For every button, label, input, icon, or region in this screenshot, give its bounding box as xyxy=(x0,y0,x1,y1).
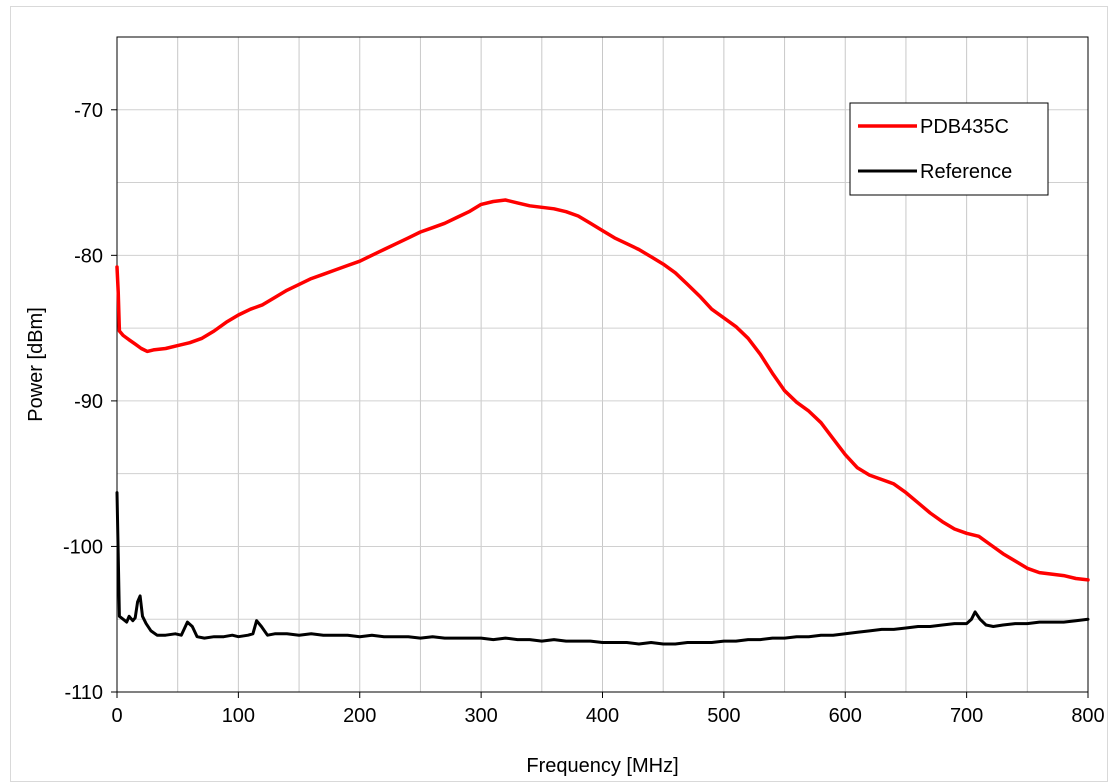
x-tick-label: 500 xyxy=(707,705,740,727)
x-tick-label: 0 xyxy=(111,705,122,727)
series-line-pdb435c xyxy=(115,198,1090,582)
x-tick-label: 700 xyxy=(950,705,983,727)
axes: 0 100 200 300 400 500 600 700 800 -110 -100 -90 -80 -… xyxy=(63,100,1105,727)
legend: PDB435C Reference xyxy=(849,102,1049,196)
x-tick-label: 200 xyxy=(343,705,376,727)
x-tick-label: 600 xyxy=(829,705,862,727)
legend-label-pdb435c: PDB435C xyxy=(920,116,1009,138)
x-tick-label: 400 xyxy=(586,705,619,727)
x-axis-title: Frequency [MHz] xyxy=(526,755,678,777)
y-tick-label: -110 xyxy=(64,682,103,704)
y-tick-label: -70 xyxy=(74,100,103,122)
legend-label-reference: Reference xyxy=(920,161,1012,183)
y-tick-label: -90 xyxy=(74,391,103,413)
x-tick-label: 800 xyxy=(1071,705,1104,727)
y-axis-title: Power [dBm] xyxy=(25,307,47,421)
x-tick-label: 300 xyxy=(464,705,497,727)
series-line-reference xyxy=(115,491,1090,646)
series-lines xyxy=(115,198,1090,646)
y-tick-label: -80 xyxy=(74,245,103,267)
x-tick-label: 100 xyxy=(222,705,255,727)
legend-box xyxy=(849,102,1049,196)
y-tick-label: -100 xyxy=(63,536,103,558)
